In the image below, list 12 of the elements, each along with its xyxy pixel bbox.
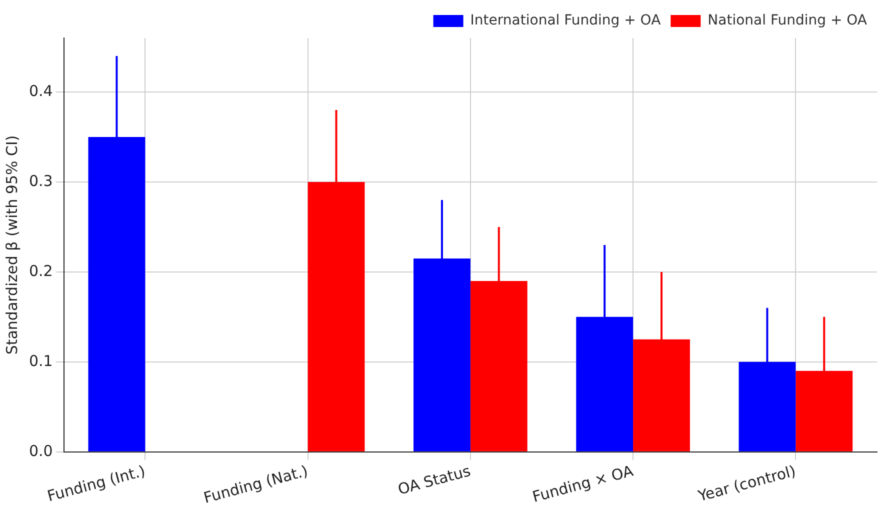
x-tick-label: OA Status: [396, 462, 473, 498]
y-tick-label: 0.2: [28, 262, 53, 280]
y-tick-label: 0.0: [28, 442, 53, 460]
y-tick-label: 0.3: [28, 172, 53, 190]
y-tick-label: 0.4: [28, 82, 53, 100]
x-tick-label: Funding × OA: [530, 462, 636, 506]
x-tick-label: Funding (Nat.): [202, 462, 310, 507]
legend-label: International Funding + OA: [470, 12, 662, 29]
legend-label: National Funding + OA: [708, 12, 868, 29]
y-tick-label: 0.1: [28, 352, 53, 370]
x-tick-label: Funding (Int.): [45, 462, 148, 506]
y-axis-title: Standardized β (with 95% CI): [2, 135, 21, 355]
